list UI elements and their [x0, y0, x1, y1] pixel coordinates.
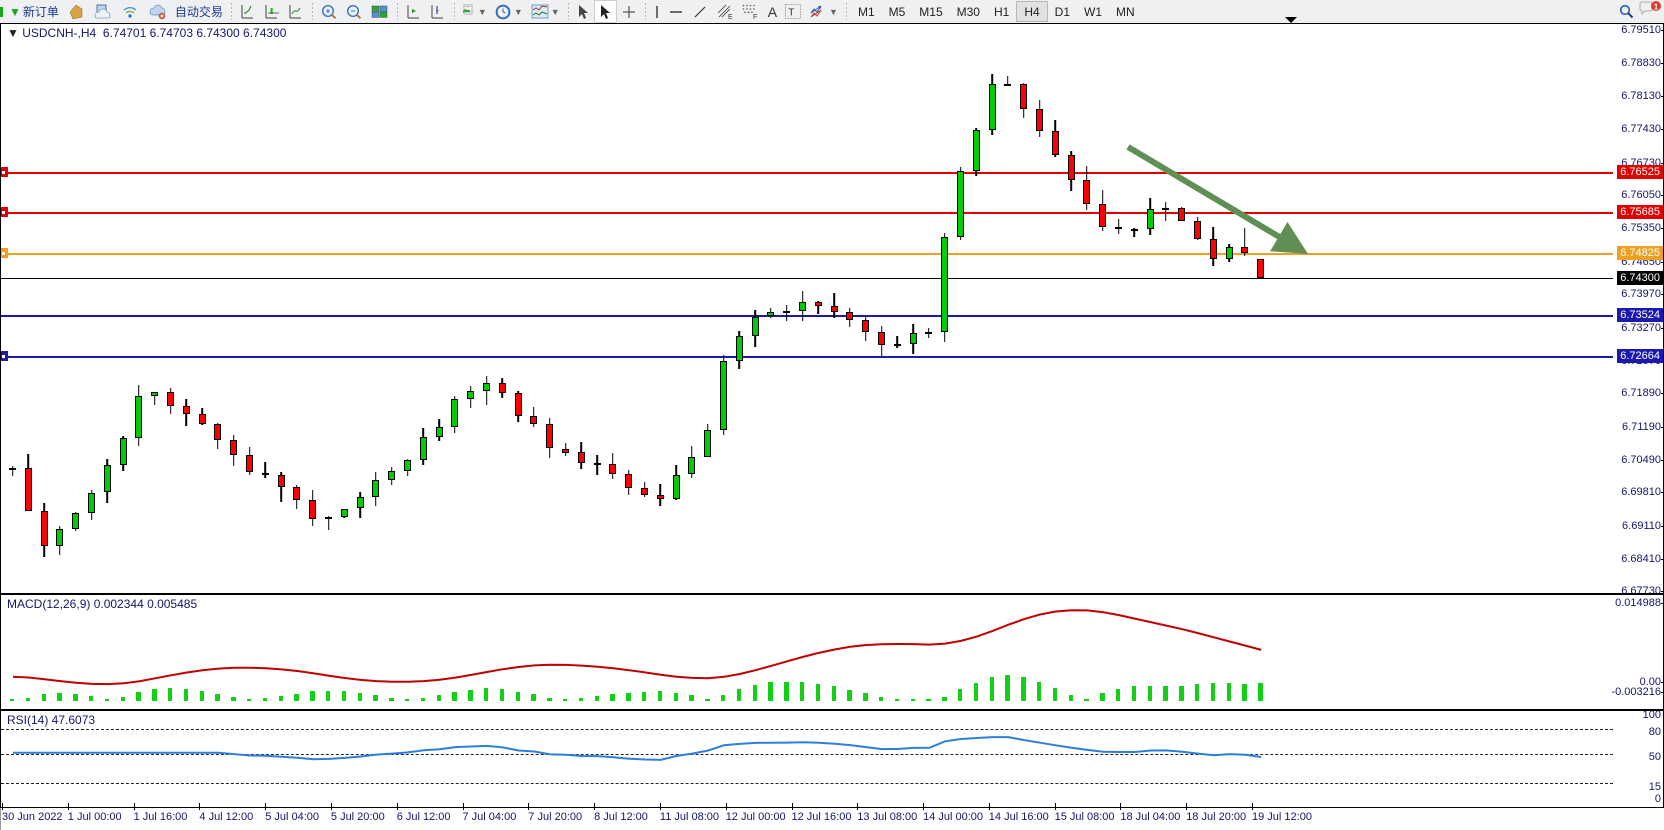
- svg-text:F: F: [753, 14, 757, 20]
- svg-text:1: 1: [1654, 2, 1659, 11]
- svg-text:T: T: [788, 8, 794, 19]
- svg-text:E: E: [728, 14, 733, 20]
